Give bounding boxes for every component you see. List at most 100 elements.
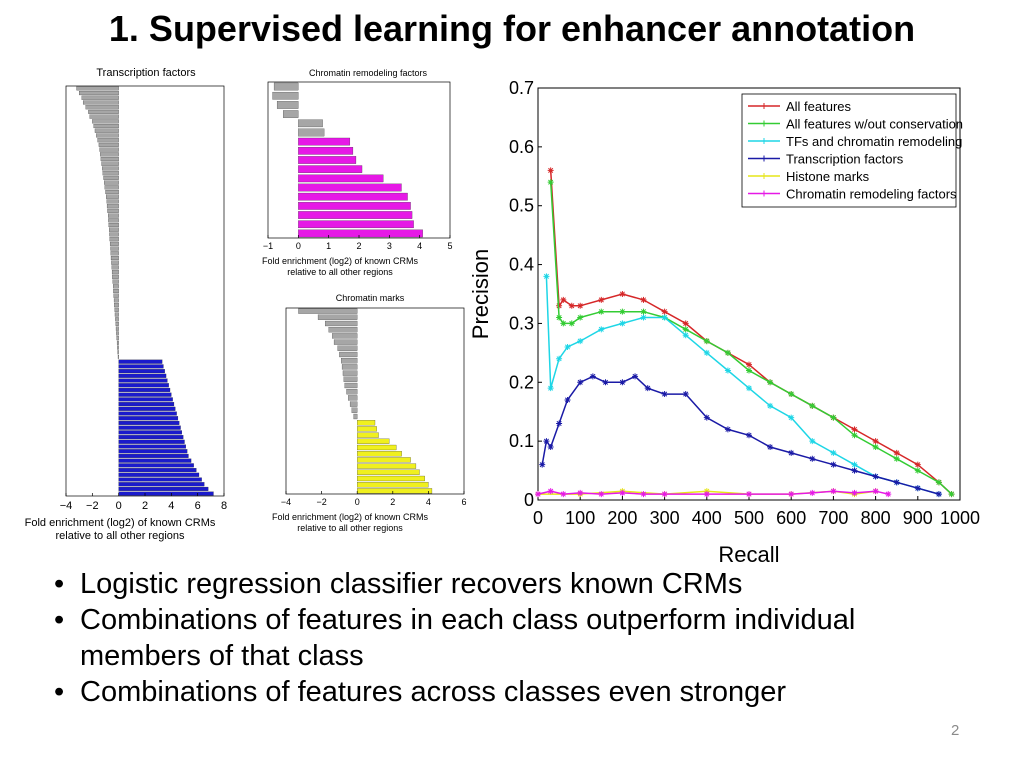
- y-tick-label: 0.7: [509, 78, 534, 98]
- data-point: [535, 491, 541, 498]
- bar: [105, 190, 119, 195]
- y-tick-label: 0.6: [509, 137, 534, 157]
- data-point: [948, 491, 955, 498]
- tick-label: 2: [356, 241, 361, 251]
- bar: [108, 213, 119, 218]
- data-point: [682, 320, 689, 327]
- data-point: [619, 308, 626, 315]
- bar: [111, 270, 119, 275]
- bar: [118, 468, 197, 473]
- bar: [109, 232, 119, 237]
- data-point: [661, 491, 668, 498]
- xlabel-line: relative to all other regions: [297, 523, 403, 533]
- cm-xlabel: Fold enrichment (log2) of known CRMsrela…: [272, 512, 429, 533]
- bar: [325, 320, 358, 327]
- bullet-item: • Combinations of features across classes…: [54, 674, 984, 710]
- bar: [88, 109, 119, 114]
- tf-chart: Transcription factors −4 −2 0 2 4 6 8 Fold enr…: [25, 67, 227, 542]
- bar: [343, 376, 358, 382]
- x-tick-label: 500: [734, 508, 764, 528]
- bar: [117, 345, 119, 350]
- bar: [298, 165, 363, 173]
- data-point: [560, 491, 567, 498]
- data-point: [640, 296, 647, 303]
- data-point: [589, 373, 596, 380]
- bar: [273, 82, 299, 91]
- series-line: [549, 170, 953, 495]
- bar: [113, 288, 119, 294]
- y-tick-label: 0.1: [509, 431, 534, 451]
- data-point: [788, 449, 795, 456]
- bar: [115, 317, 119, 322]
- bar: [117, 354, 119, 359]
- crf-bars: [267, 81, 451, 239]
- data-point: [746, 385, 752, 392]
- bar: [106, 204, 119, 209]
- data-point: [872, 488, 879, 495]
- data-point: [767, 402, 774, 409]
- data-point: [619, 489, 626, 496]
- bar: [116, 336, 119, 341]
- data-point: [830, 488, 837, 495]
- legend-label: Histone marks: [786, 169, 870, 184]
- series-line: [537, 490, 889, 495]
- bar: [102, 166, 119, 171]
- bar: [298, 220, 414, 229]
- series: [543, 273, 942, 498]
- bar: [113, 293, 119, 298]
- data-point: [724, 367, 731, 374]
- tick-label: −1: [263, 241, 273, 251]
- legend-label: All features: [786, 99, 852, 114]
- bar: [357, 488, 433, 494]
- bar: [116, 331, 119, 336]
- bar: [298, 229, 423, 238]
- bar: [118, 420, 180, 425]
- tick-label: 3: [387, 241, 392, 251]
- bar: [104, 180, 119, 185]
- bar: [99, 147, 119, 152]
- data-point: [640, 308, 647, 315]
- data-point: [577, 379, 584, 386]
- data-point: [556, 355, 563, 362]
- bar: [341, 358, 358, 364]
- data-point: [547, 488, 554, 495]
- data-point: [788, 414, 795, 421]
- bar: [118, 449, 188, 454]
- data-point: [914, 461, 921, 468]
- bar: [328, 327, 358, 333]
- x-tick-label: 800: [861, 508, 891, 528]
- data-point: [809, 455, 816, 462]
- bar: [93, 124, 119, 129]
- bar: [118, 435, 184, 440]
- bullet-text: Combinations of features across classes …: [80, 676, 787, 708]
- bar: [298, 202, 411, 210]
- data-point: [788, 491, 795, 498]
- bar: [118, 491, 214, 496]
- tick-label: −4: [60, 500, 73, 512]
- crf-chart-title: Chromatin remodeling factors: [309, 68, 428, 78]
- data-point: [577, 338, 584, 345]
- data-point: [830, 449, 837, 456]
- legend-marker: [761, 138, 767, 144]
- bar: [298, 156, 357, 164]
- bar: [89, 114, 119, 119]
- bar: [272, 91, 299, 100]
- tick-label: 2: [142, 500, 148, 512]
- bar: [348, 395, 358, 401]
- bar: [110, 251, 119, 256]
- x-tick-label: 100: [565, 508, 595, 528]
- data-point: [851, 467, 858, 474]
- bar: [349, 401, 358, 407]
- x-tick-label: 400: [692, 508, 722, 528]
- data-point: [788, 391, 795, 398]
- bar: [118, 369, 165, 374]
- legend-label: All features w/out conservation: [786, 117, 963, 132]
- plot-frame: [285, 307, 465, 495]
- data-point: [619, 320, 626, 327]
- bar: [117, 350, 119, 355]
- data-point: [547, 444, 554, 451]
- xlabel-line: relative to all other regions: [287, 267, 393, 277]
- bar: [357, 426, 377, 432]
- bar: [118, 383, 169, 388]
- data-point: [598, 308, 605, 315]
